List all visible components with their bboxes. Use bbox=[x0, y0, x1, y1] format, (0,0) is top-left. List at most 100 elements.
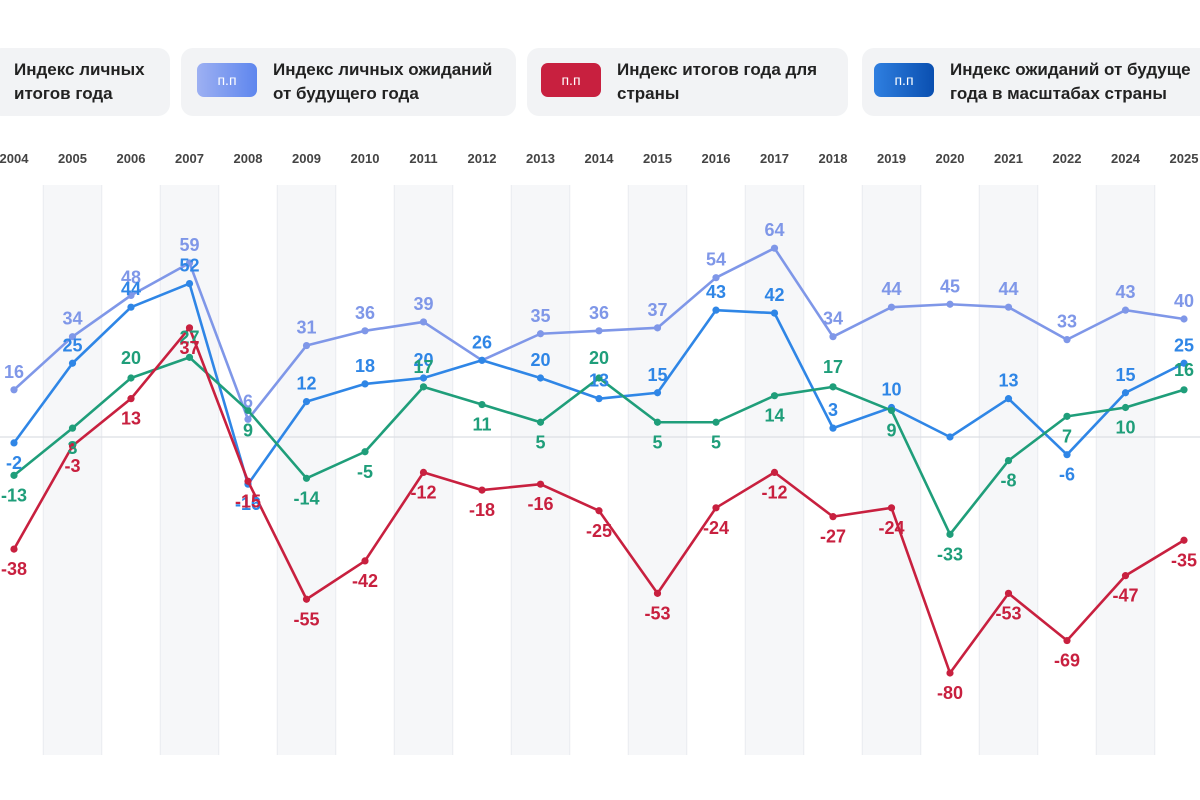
data-point bbox=[946, 530, 954, 538]
data-point bbox=[653, 324, 662, 332]
legend-item-personal-expectations: п.п Индекс личных ожиданий от будущего г… bbox=[181, 48, 516, 116]
column-band bbox=[1096, 185, 1155, 755]
legend: Индекс личных итогов года п.п Индекс лич… bbox=[0, 48, 1200, 118]
x-tick-label: 2017 bbox=[760, 151, 789, 166]
data-point bbox=[829, 383, 837, 391]
data-point bbox=[10, 471, 18, 479]
data-point bbox=[1063, 451, 1071, 459]
column-band bbox=[511, 185, 570, 755]
data-label: 26 bbox=[472, 332, 492, 352]
data-point bbox=[185, 353, 194, 361]
data-label: -27 bbox=[820, 527, 846, 547]
data-point bbox=[653, 389, 662, 397]
data-point bbox=[1180, 315, 1188, 323]
data-point bbox=[361, 380, 369, 388]
x-tick-label: 2021 bbox=[994, 151, 1023, 166]
data-label: 34 bbox=[62, 309, 82, 329]
data-label: 13 bbox=[589, 371, 609, 391]
data-point bbox=[127, 291, 135, 299]
data-point bbox=[595, 327, 603, 335]
data-point bbox=[127, 374, 135, 382]
x-tick-label: 2008 bbox=[234, 151, 263, 166]
data-point bbox=[712, 306, 720, 314]
column-band bbox=[628, 185, 687, 755]
data-label: 35 bbox=[530, 306, 550, 326]
legend-item-personal-results: Индекс личных итогов года bbox=[0, 48, 170, 116]
data-label: 39 bbox=[413, 294, 433, 314]
legend-label: Индекс ожиданий от будуще года в масштаб… bbox=[950, 60, 1191, 103]
x-tick-label: 2004 bbox=[0, 151, 29, 166]
column-band bbox=[979, 185, 1038, 755]
data-point bbox=[1004, 303, 1013, 311]
data-label: 48 bbox=[121, 267, 141, 287]
data-point bbox=[1121, 572, 1130, 580]
data-point bbox=[68, 442, 77, 450]
data-point bbox=[244, 477, 252, 485]
data-point bbox=[361, 448, 369, 456]
data-point bbox=[419, 318, 428, 326]
data-label: -5 bbox=[357, 462, 373, 482]
data-label: 17 bbox=[413, 357, 433, 377]
data-label: 5 bbox=[652, 432, 662, 452]
data-label: 12 bbox=[296, 374, 316, 394]
data-point bbox=[770, 468, 779, 476]
legend-badge: п.п bbox=[874, 63, 934, 97]
data-point bbox=[302, 474, 311, 482]
data-label: -38 bbox=[1, 559, 27, 579]
data-point bbox=[1004, 457, 1013, 465]
data-label: 5 bbox=[535, 432, 545, 452]
data-label: -25 bbox=[586, 521, 612, 541]
x-tick-label: 2018 bbox=[819, 151, 848, 166]
x-tick-label: 2014 bbox=[585, 151, 615, 166]
data-label: 44 bbox=[121, 279, 141, 299]
data-label: 15 bbox=[1115, 365, 1135, 385]
data-point bbox=[1004, 589, 1013, 597]
column-band bbox=[160, 185, 219, 755]
data-point bbox=[712, 418, 720, 426]
legend-badge: п.п bbox=[197, 63, 257, 97]
x-tick-label: 2015 bbox=[643, 151, 672, 166]
data-label: 54 bbox=[706, 250, 726, 270]
data-label: 34 bbox=[823, 309, 843, 329]
data-label: -53 bbox=[644, 603, 670, 623]
data-point bbox=[244, 415, 252, 423]
data-point bbox=[361, 557, 369, 565]
data-label: 42 bbox=[764, 285, 784, 305]
column-band bbox=[862, 185, 921, 755]
data-point bbox=[244, 406, 252, 415]
data-point bbox=[419, 468, 428, 476]
data-point bbox=[946, 300, 954, 308]
data-point bbox=[1180, 536, 1188, 544]
data-point bbox=[68, 359, 77, 367]
data-label: -35 bbox=[1171, 550, 1197, 570]
data-point bbox=[712, 274, 720, 282]
data-label: -53 bbox=[995, 603, 1021, 623]
data-point bbox=[653, 589, 662, 597]
data-point bbox=[829, 424, 837, 432]
legend-label: Индекс личных итогов года bbox=[14, 60, 145, 103]
data-point bbox=[1180, 386, 1188, 394]
data-label: 10 bbox=[881, 380, 901, 400]
data-label: 37 bbox=[179, 338, 199, 358]
data-point bbox=[419, 383, 428, 391]
data-label: 9 bbox=[886, 420, 896, 440]
data-label: -2 bbox=[6, 453, 22, 473]
data-label: -13 bbox=[1, 485, 27, 505]
data-point bbox=[302, 341, 311, 350]
x-tick-label: 2013 bbox=[526, 151, 555, 166]
data-label: 36 bbox=[589, 303, 609, 323]
x-tick-label: 2024 bbox=[1111, 151, 1141, 166]
data-label: -16 bbox=[527, 494, 553, 514]
data-point bbox=[653, 418, 662, 426]
data-label: -15 bbox=[235, 491, 261, 511]
data-point bbox=[1004, 395, 1013, 403]
data-point bbox=[10, 386, 18, 394]
data-label: 15 bbox=[647, 365, 667, 385]
data-point bbox=[302, 398, 311, 406]
data-label: 64 bbox=[764, 220, 784, 240]
data-label: -42 bbox=[352, 571, 378, 591]
data-label: -8 bbox=[1000, 471, 1016, 491]
data-label: 5 bbox=[711, 432, 721, 452]
data-label: 10 bbox=[1115, 418, 1135, 438]
data-label: 11 bbox=[472, 415, 491, 435]
